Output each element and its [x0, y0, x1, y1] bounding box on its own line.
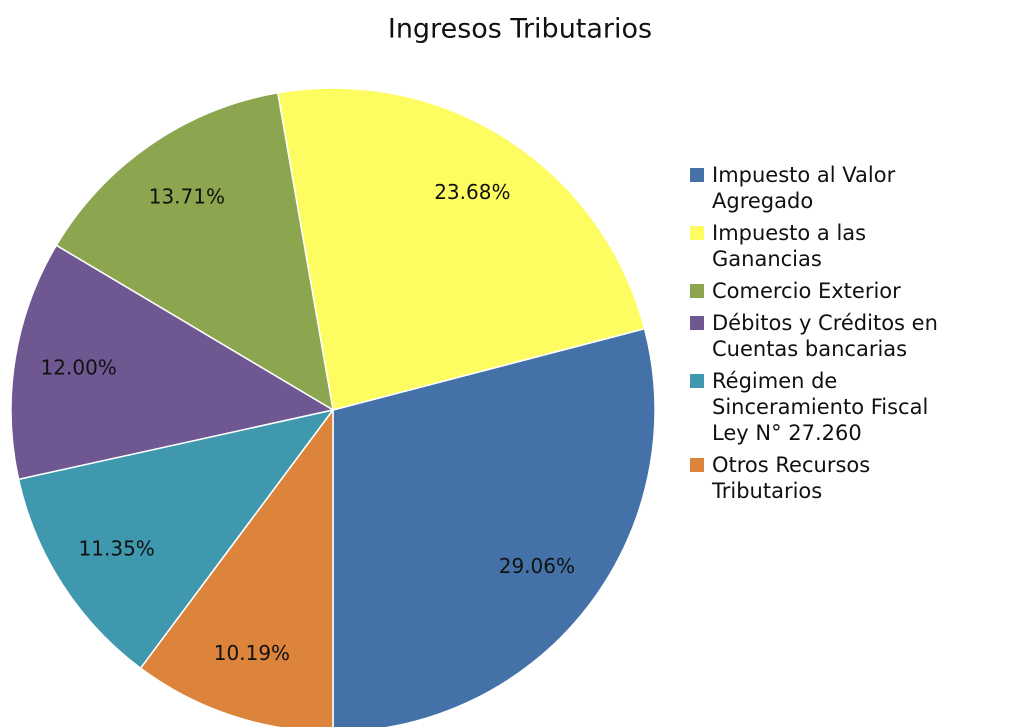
legend-label: Régimen de Sinceramiento Fiscal Ley N° 2… [712, 369, 929, 445]
legend-label: Impuesto al Valor Agregado [712, 163, 896, 213]
legend-swatch [690, 168, 704, 182]
pie-slice [10, 244, 336, 481]
pie-slice [17, 408, 335, 670]
legend-item: Impuesto a las Ganancias [690, 220, 970, 272]
pie-slice [332, 327, 656, 727]
legend-label: Impuesto a las Ganancias [712, 221, 867, 271]
legend-item: Régimen de Sinceramiento Fiscal Ley N° 2… [690, 368, 970, 446]
legend-label: Comercio Exterior [712, 279, 901, 303]
legend-swatch [690, 374, 704, 388]
legend-label: Débitos y Créditos en Cuentas bancarias [712, 311, 938, 361]
legend-label: Otros Recursos Tributarios [712, 453, 871, 503]
legend-swatch [690, 316, 704, 330]
pie-slice [139, 407, 334, 727]
data-label: 12.00% [41, 356, 117, 380]
legend-swatch [690, 458, 704, 472]
legend-swatch [690, 284, 704, 298]
data-label: 11.35% [79, 536, 155, 560]
pie-slice [276, 87, 646, 411]
data-label: 23.68% [434, 180, 510, 204]
data-label: 10.19% [214, 641, 290, 665]
legend-item: Impuesto al Valor Agregado [690, 162, 970, 214]
legend: Impuesto al Valor Agregado Impuesto a las… [690, 162, 970, 510]
legend-item: Otros Recursos Tributarios [690, 452, 970, 504]
legend-item: Débitos y Créditos en Cuentas bancarias [690, 310, 970, 362]
legend-swatch [690, 226, 704, 240]
data-label: 29.06% [499, 554, 575, 578]
legend-item: Comercio Exterior [690, 278, 970, 304]
data-label: 13.71% [149, 184, 225, 208]
pie-slice [55, 91, 335, 412]
chart-title: Ingresos Tributarios [388, 14, 652, 45]
